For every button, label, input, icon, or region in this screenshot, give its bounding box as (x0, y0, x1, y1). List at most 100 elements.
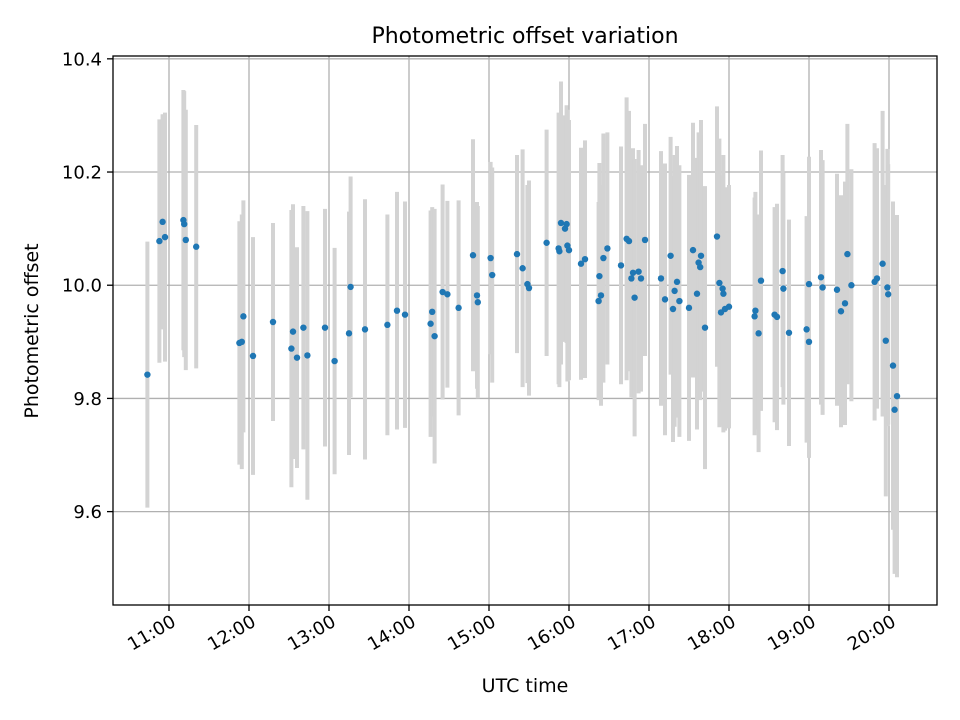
y-tick-label: 9.6 (73, 502, 102, 523)
data-point (819, 284, 826, 291)
data-point (439, 288, 446, 296)
data-point (331, 357, 338, 365)
data-point (635, 268, 642, 275)
data-point (671, 287, 678, 295)
data-point (667, 252, 674, 259)
data-point (429, 308, 436, 316)
data-point (693, 290, 701, 297)
data-point (513, 250, 521, 258)
data-point (701, 324, 709, 331)
plot-area-frame (112, 55, 938, 606)
data-points (144, 216, 901, 413)
data-point (657, 275, 665, 282)
data-point (879, 260, 886, 267)
data-point (751, 313, 758, 320)
data-point (361, 326, 369, 333)
data-point (565, 246, 573, 254)
data-point (444, 291, 451, 298)
data-point (848, 282, 855, 289)
data-point (581, 255, 589, 263)
data-point (805, 280, 813, 288)
data-point (889, 362, 897, 369)
data-point (628, 275, 635, 282)
data-point (557, 219, 565, 227)
data-point (556, 248, 563, 255)
data-point (597, 292, 605, 299)
data-point (697, 252, 705, 259)
y-tick-label: 10.4 (62, 49, 102, 70)
x-axis-label: UTC time (482, 675, 569, 697)
data-point (837, 308, 845, 315)
data-point (673, 278, 681, 286)
data-point (891, 406, 898, 413)
data-point (577, 260, 585, 267)
data-point (617, 262, 625, 269)
data-point (884, 284, 891, 291)
data-point (563, 220, 570, 228)
data-point (873, 275, 881, 282)
chart-title: Photometric offset variation (371, 24, 678, 49)
y-axis-label: Photometric offset (21, 243, 43, 418)
data-point (689, 246, 697, 254)
data-point (293, 354, 301, 361)
data-point (805, 338, 813, 346)
data-point (347, 283, 354, 291)
data-point (543, 239, 550, 246)
data-point (600, 254, 607, 262)
data-point (755, 330, 762, 337)
data-point (159, 218, 166, 226)
data-point (752, 307, 759, 314)
y-tick-label: 9.8 (73, 389, 102, 410)
data-point (489, 271, 496, 279)
data-point (725, 303, 733, 310)
data-point (249, 352, 257, 360)
data-point (893, 392, 901, 400)
y-tick-label: 10.0 (62, 276, 102, 297)
data-point (716, 279, 723, 287)
data-point (757, 277, 765, 284)
data-point (525, 284, 533, 292)
data-point (474, 299, 481, 306)
data-point (181, 220, 188, 228)
data-point (393, 307, 401, 314)
data-point (676, 297, 683, 305)
data-point (780, 285, 787, 292)
data-point (625, 237, 633, 245)
data-point (779, 267, 786, 275)
data-point (604, 245, 611, 252)
data-point (289, 328, 297, 335)
data-point (473, 292, 481, 299)
data-point (161, 233, 169, 241)
data-point (345, 330, 353, 337)
data-point (469, 252, 477, 259)
data-point (817, 274, 825, 281)
data-point (803, 326, 810, 333)
data-point (595, 297, 602, 305)
data-point (661, 296, 669, 303)
data-point (596, 272, 603, 280)
y-tick-label: 10.2 (62, 163, 102, 184)
data-point (384, 321, 391, 329)
data-point (156, 237, 163, 245)
data-point (844, 250, 851, 258)
data-point (238, 338, 245, 346)
data-point (288, 345, 295, 352)
data-point (304, 352, 311, 359)
data-point (773, 313, 781, 321)
data-point (300, 324, 307, 331)
data-point (882, 337, 889, 344)
data-point (641, 236, 649, 244)
data-point (629, 269, 637, 276)
y-axis-ticks: 9.6 9.8 10.0 10.2 10.4 (62, 49, 113, 523)
data-point (885, 291, 892, 298)
data-point (719, 285, 726, 292)
data-point (833, 286, 841, 293)
data-point (519, 265, 526, 272)
data-point (841, 300, 849, 307)
data-point (401, 311, 409, 318)
data-point (669, 305, 677, 313)
data-point (487, 254, 494, 262)
data-point (269, 318, 277, 326)
data-point (685, 304, 693, 312)
